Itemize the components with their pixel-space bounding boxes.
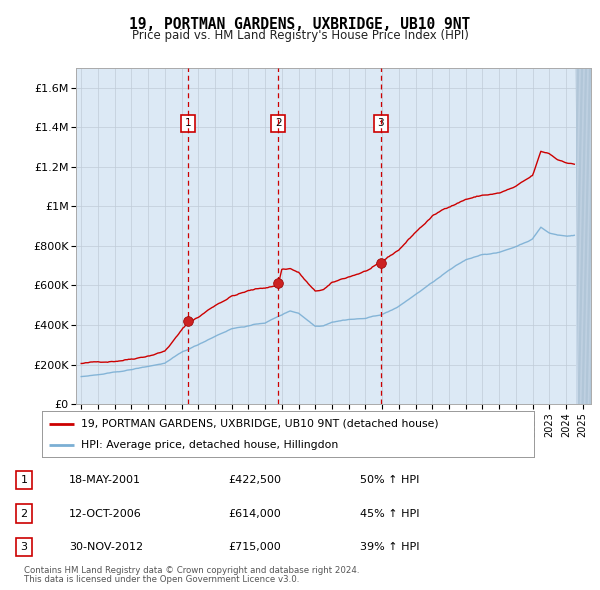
Text: 3: 3 xyxy=(377,118,384,128)
Text: Price paid vs. HM Land Registry's House Price Index (HPI): Price paid vs. HM Land Registry's House … xyxy=(131,29,469,42)
Text: £614,000: £614,000 xyxy=(228,509,281,519)
Text: 2: 2 xyxy=(275,118,281,128)
Text: 30-NOV-2012: 30-NOV-2012 xyxy=(69,542,143,552)
Text: 18-MAY-2001: 18-MAY-2001 xyxy=(69,475,141,485)
Text: HPI: Average price, detached house, Hillingdon: HPI: Average price, detached house, Hill… xyxy=(82,440,338,450)
Text: 50% ↑ HPI: 50% ↑ HPI xyxy=(360,475,419,485)
Text: Contains HM Land Registry data © Crown copyright and database right 2024.: Contains HM Land Registry data © Crown c… xyxy=(24,566,359,575)
Text: 19, PORTMAN GARDENS, UXBRIDGE, UB10 9NT (detached house): 19, PORTMAN GARDENS, UXBRIDGE, UB10 9NT … xyxy=(82,419,439,429)
Text: 12-OCT-2006: 12-OCT-2006 xyxy=(69,509,142,519)
Text: £715,000: £715,000 xyxy=(228,542,281,552)
Text: 45% ↑ HPI: 45% ↑ HPI xyxy=(360,509,419,519)
Text: 1: 1 xyxy=(185,118,191,128)
Text: This data is licensed under the Open Government Licence v3.0.: This data is licensed under the Open Gov… xyxy=(24,575,299,584)
Text: 1: 1 xyxy=(20,475,28,485)
Text: 19, PORTMAN GARDENS, UXBRIDGE, UB10 9NT: 19, PORTMAN GARDENS, UXBRIDGE, UB10 9NT xyxy=(130,17,470,31)
Text: 39% ↑ HPI: 39% ↑ HPI xyxy=(360,542,419,552)
Text: 2: 2 xyxy=(20,509,28,519)
Text: £422,500: £422,500 xyxy=(228,475,281,485)
Text: 3: 3 xyxy=(20,542,28,552)
